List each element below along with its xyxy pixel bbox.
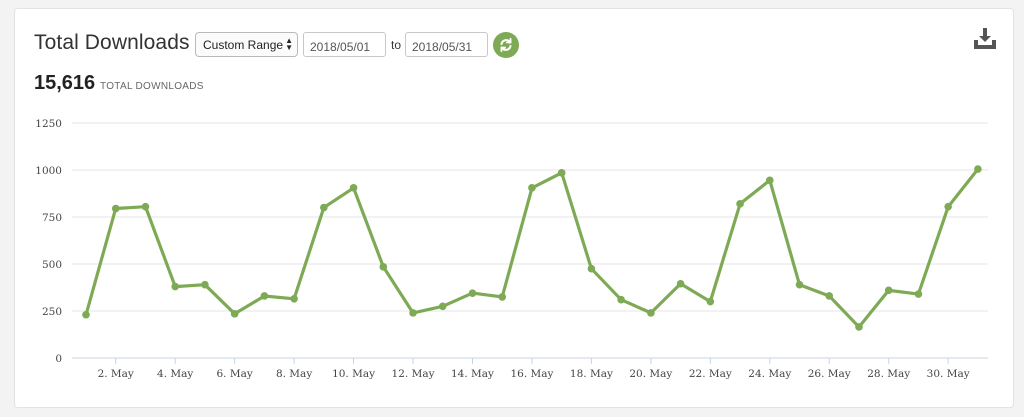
to-label: to <box>391 38 402 52</box>
x-tick-label: 24. May <box>748 368 791 380</box>
total-downloads-label: TOTAL DOWNLOADS <box>100 81 204 92</box>
y-tick-label: 0 <box>55 353 62 365</box>
x-tick-label: 28. May <box>867 368 910 380</box>
data-point <box>379 263 388 271</box>
data-point <box>765 176 774 185</box>
series-line <box>84 167 980 329</box>
data-point <box>349 184 358 192</box>
data-point <box>587 264 596 273</box>
x-tick-label: 30. May <box>927 368 970 380</box>
data-point <box>260 292 269 300</box>
x-tick-label: 8. May <box>276 368 312 380</box>
data-point <box>111 204 120 213</box>
data-point <box>855 323 863 331</box>
data-point <box>676 279 685 288</box>
page-title: Total Downloads <box>34 31 190 54</box>
y-tick-label: 1250 <box>35 118 62 130</box>
data-point <box>201 280 209 289</box>
range-select[interactable]: Custom Range ▲ ▼ <box>195 32 298 57</box>
data-point <box>884 286 893 295</box>
data-point <box>438 302 447 311</box>
data-point <box>914 290 923 298</box>
x-tick-label: 18. May <box>570 368 613 380</box>
data-point <box>290 294 298 303</box>
x-tick-label: 4. May <box>157 368 193 380</box>
download-icon <box>974 28 996 49</box>
data-point <box>974 165 982 173</box>
date-from-input[interactable] <box>303 32 386 57</box>
y-tick-label: 500 <box>42 259 62 271</box>
x-tick-label: 2. May <box>98 368 134 380</box>
x-tick-label: 16. May <box>510 368 553 380</box>
y-tick-label: 250 <box>42 306 62 318</box>
x-tick-label: 10. May <box>332 368 375 380</box>
download-button[interactable] <box>972 27 998 53</box>
data-point <box>795 280 804 289</box>
data-point <box>736 200 744 208</box>
x-tick-label: 22. May <box>689 368 732 380</box>
data-point <box>498 293 507 301</box>
x-tick-label: 12. May <box>392 368 435 380</box>
data-point <box>944 202 952 211</box>
data-point <box>409 309 417 317</box>
data-point <box>82 310 90 319</box>
x-tick-label: 6. May <box>216 368 252 380</box>
range-select-value: Custom Range <box>203 38 284 52</box>
x-tick-label: 26. May <box>808 368 851 380</box>
select-arrows-icon: ▲ ▼ <box>285 36 293 52</box>
data-point <box>706 297 715 306</box>
data-point <box>468 289 477 297</box>
data-point <box>320 203 328 212</box>
data-point <box>557 169 566 177</box>
data-point <box>230 310 239 318</box>
refresh-icon <box>500 37 512 53</box>
data-point <box>825 292 834 300</box>
date-to-input[interactable] <box>405 32 488 57</box>
x-tick-label: 20. May <box>629 368 672 380</box>
total-downloads-value: 15,616 <box>34 72 96 94</box>
data-point <box>141 202 150 211</box>
x-tick-label: 14. May <box>451 368 494 380</box>
data-point <box>647 309 655 317</box>
data-point <box>171 282 179 291</box>
data-point <box>617 295 625 304</box>
refresh-button[interactable] <box>493 32 519 58</box>
y-tick-label: 750 <box>42 212 62 224</box>
y-tick-label: 1000 <box>35 165 62 177</box>
downloads-panel: Total Downloads Custom Range ▲▼ to 15,61… <box>14 8 1014 408</box>
data-point <box>528 184 536 192</box>
